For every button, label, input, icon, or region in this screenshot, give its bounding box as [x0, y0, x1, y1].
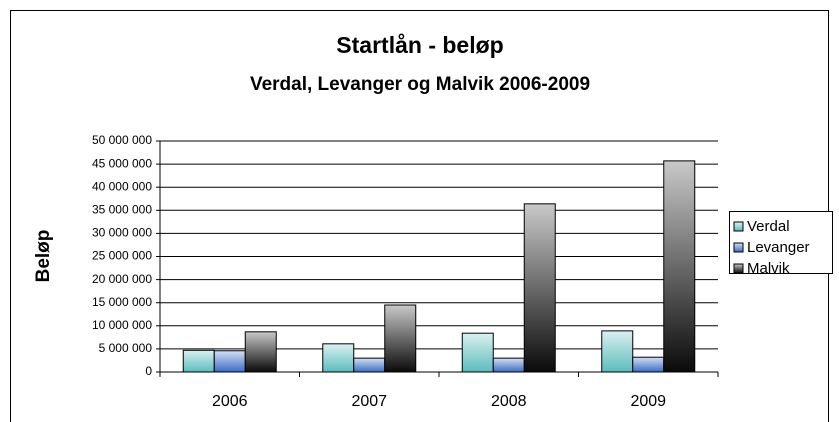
legend-label: Levanger	[747, 239, 810, 256]
y-tick-label: 10 000 000	[92, 318, 152, 332]
bar	[523, 203, 556, 373]
bar	[213, 350, 246, 373]
y-tick-label: 5 000 000	[99, 341, 153, 355]
bar	[492, 357, 525, 373]
legend-box	[729, 211, 833, 274]
y-tick-label: 40 000 000	[92, 179, 152, 193]
y-tick-label: 25 000 000	[92, 249, 152, 263]
y-tick-label: 20 000 000	[92, 272, 152, 286]
bar	[244, 331, 277, 373]
bar	[384, 304, 417, 373]
y-tick-label: 45 000 000	[92, 156, 152, 170]
bar	[663, 160, 696, 373]
bar	[353, 357, 386, 373]
bar	[601, 330, 634, 373]
x-tick-label: 2006	[212, 393, 248, 410]
bar	[461, 332, 494, 373]
legend-label: Verdal	[747, 218, 790, 235]
y-tick-label: 15 000 000	[92, 295, 152, 309]
legend-swatch	[733, 263, 744, 274]
chart-title: Startlån - beløp	[336, 32, 503, 58]
x-tick-label: 2009	[630, 393, 666, 410]
y-tick-label: 30 000 000	[92, 226, 152, 240]
x-tick-label: 2007	[351, 393, 387, 410]
y-tick-label: 0	[145, 364, 152, 378]
chart-subtitle: Verdal, Levanger og Malvik 2006-2009	[250, 74, 590, 95]
y-tick-label: 50 000 000	[92, 133, 152, 147]
legend-swatch	[733, 242, 744, 253]
x-tick-label: 2008	[491, 393, 527, 410]
bar	[632, 356, 665, 373]
legend-label: Malvik	[747, 260, 790, 277]
legend-swatch	[733, 221, 744, 232]
y-axis-label: Beløp	[33, 230, 54, 283]
bar	[322, 343, 355, 373]
bar	[182, 349, 215, 373]
y-tick-label: 35 000 000	[92, 202, 152, 216]
